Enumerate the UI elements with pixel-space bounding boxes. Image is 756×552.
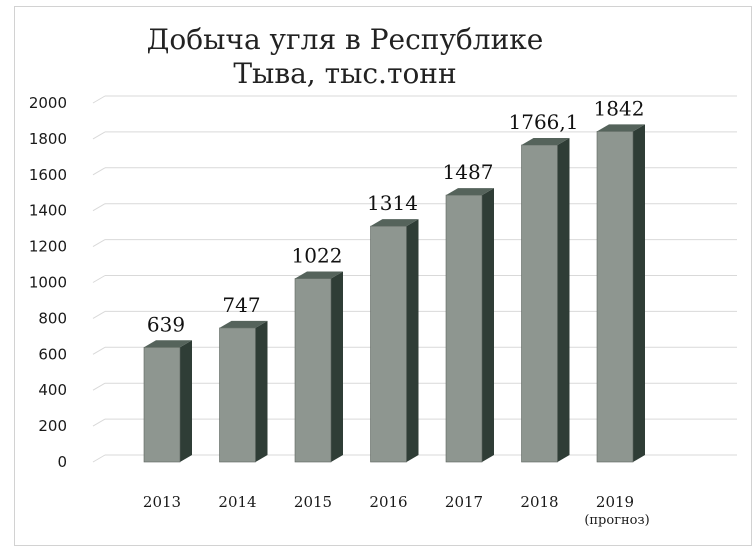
chart-svg: Добыча угля в Республике Тыва, тыс.тонн … — [29, 23, 737, 528]
y-tick-label: 0 — [57, 453, 67, 471]
bar-front — [219, 327, 256, 463]
y-tick-label: 1000 — [29, 274, 67, 292]
bar-front — [370, 225, 407, 463]
y-tick-label: 1600 — [29, 166, 67, 184]
y-tick-label: 800 — [38, 309, 67, 327]
bar — [143, 340, 192, 463]
gridline-depth — [92, 167, 106, 176]
y-tick-label: 600 — [38, 345, 67, 363]
gridline-depth — [92, 239, 106, 248]
y-tick-label: 1200 — [29, 238, 67, 256]
gridline-depth — [92, 310, 106, 319]
bar-side — [406, 219, 419, 462]
bar — [521, 137, 570, 463]
bar-top — [295, 271, 343, 279]
bar-top — [446, 188, 494, 196]
bar-side — [482, 188, 494, 462]
bar — [596, 124, 645, 463]
x-tick-sublabel: (прогноз) — [584, 513, 649, 528]
gridline-depth — [92, 95, 106, 104]
gridline-depth — [92, 382, 106, 391]
bar-side — [557, 137, 570, 462]
x-tick-label: 2018 — [520, 493, 558, 511]
bar-side — [331, 271, 343, 462]
bar — [294, 271, 343, 463]
bar-top — [370, 219, 419, 227]
data-label: 1842 — [594, 96, 645, 120]
y-tick-label: 1400 — [29, 202, 67, 220]
bar — [370, 219, 419, 463]
x-tick-label: 2013 — [143, 493, 181, 511]
data-label: 747 — [222, 293, 260, 317]
x-tick-label: 2017 — [445, 493, 483, 511]
bar-front — [521, 144, 558, 463]
data-label: 1487 — [443, 160, 494, 184]
bar-top — [144, 340, 192, 348]
y-tick-label: 200 — [38, 417, 67, 435]
data-label: 1022 — [292, 244, 343, 268]
chart-frame: Добыча угля в Республике Тыва, тыс.тонн … — [14, 6, 752, 546]
bar-top — [597, 124, 645, 132]
gridline-depth — [92, 275, 106, 283]
x-tick-label: 2014 — [218, 493, 256, 511]
bar-front — [294, 278, 332, 463]
bar-top — [219, 320, 268, 328]
labels-layer: 0 200 400 600 800 1000 1200 1400 1600 1800 2000 639… — [29, 94, 650, 528]
gridline-depth — [92, 131, 106, 140]
gridline-depth — [92, 454, 106, 463]
data-label: 1766,1 — [509, 110, 579, 134]
bar-side — [255, 320, 268, 462]
chart-title-line-2: Тыва, тыс.тонн — [233, 57, 456, 90]
data-label: 1314 — [367, 191, 418, 215]
bar-front — [596, 131, 634, 463]
bar-top — [521, 137, 570, 145]
y-tick-label: 2000 — [29, 94, 67, 112]
bar — [219, 320, 268, 463]
x-tick-label: 2015 — [294, 493, 332, 511]
y-tick-label: 1800 — [29, 130, 67, 148]
x-tick-label: 2019 — [596, 493, 634, 511]
chart-title-line-1: Добыча угля в Республике — [147, 23, 544, 56]
bar-front — [143, 346, 181, 463]
bar-front — [445, 194, 483, 463]
x-tick-label: 2016 — [369, 493, 407, 511]
bar — [445, 188, 494, 463]
gridline-depth — [92, 203, 106, 212]
gridline-depth — [92, 346, 106, 355]
bar-side — [180, 340, 192, 462]
y-tick-label: 400 — [38, 381, 67, 399]
bars-layer — [143, 124, 645, 463]
bar-side — [633, 124, 645, 463]
gridline-depth — [92, 418, 106, 427]
data-label: 639 — [147, 312, 185, 336]
